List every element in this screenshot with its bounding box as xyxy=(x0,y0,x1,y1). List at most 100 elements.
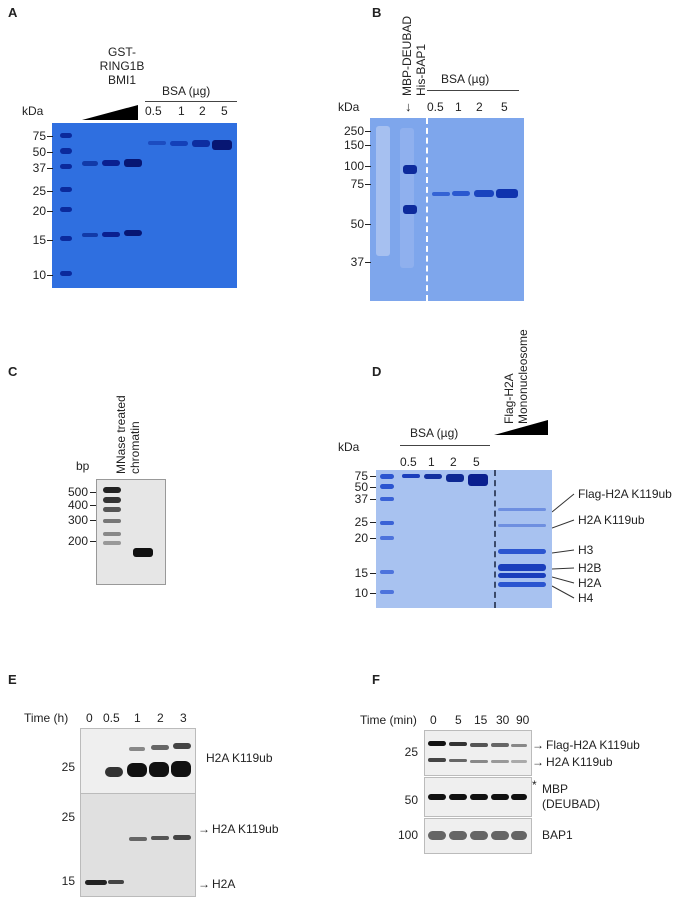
d-bsa-0: 0.5 xyxy=(400,455,417,469)
f-blot-1 xyxy=(424,730,532,776)
e-time-2: 1 xyxy=(134,711,141,725)
panel-letter-c: C xyxy=(8,364,18,379)
f-blot2-band-2: (DEUBAD) xyxy=(542,797,601,811)
a-unit: kDa xyxy=(22,104,44,118)
d-band-connector-lines xyxy=(552,493,575,599)
b-marker-250: 250 xyxy=(343,124,364,138)
e-top-band-label: H2A K119ub xyxy=(206,751,273,765)
d-lane-divider xyxy=(494,470,496,608)
b-sample-label-1: MBP-DEUBAD xyxy=(400,15,414,96)
a-bsa-header: BSA (µg) xyxy=(162,84,211,98)
f-blot3-band: BAP1 xyxy=(542,828,573,842)
f-blot3-marker-100: 100 xyxy=(397,828,418,842)
a-marker-20: 20 xyxy=(32,204,46,218)
d-marker-50: 50 xyxy=(354,480,368,494)
b-arrow-down-icon: ↓ xyxy=(405,99,412,114)
d-marker-15: 15 xyxy=(354,566,368,580)
d-band-label-3: H2B xyxy=(578,561,602,575)
d-bsa-underline xyxy=(400,445,490,446)
f-time-label: Time (min) xyxy=(360,713,417,727)
e-time-0: 0 xyxy=(86,711,93,725)
f-arrow-icon-2: → xyxy=(532,755,544,769)
c-marker-300: 300 xyxy=(67,513,88,527)
d-gradient-wedge xyxy=(494,420,548,435)
f-asterisk-icon: * xyxy=(532,778,537,792)
a-marker-37: 37 xyxy=(32,161,46,175)
b-marker-100: 100 xyxy=(343,159,364,173)
b-unit: kDa xyxy=(338,100,360,114)
e-time-4: 3 xyxy=(180,711,187,725)
panel-letter-e: E xyxy=(8,672,17,687)
d-band-label-1: H2A K119ub xyxy=(578,513,645,527)
c-marker-200: 200 xyxy=(67,534,88,548)
d-band-label-4: H2A xyxy=(578,576,602,590)
d-bsa-1: 1 xyxy=(428,455,435,469)
a-bsa-2: 2 xyxy=(199,104,206,118)
e-time-3: 2 xyxy=(157,711,164,725)
d-band-label-5: H4 xyxy=(578,591,594,605)
a-gradient-wedge xyxy=(82,105,138,120)
b-lane-divider xyxy=(426,118,428,301)
e-bottom-blot xyxy=(80,793,196,897)
b-bsa-1: 1 xyxy=(455,100,462,114)
panel-letter-b: B xyxy=(372,5,382,20)
d-bsa-header: BSA (µg) xyxy=(410,426,459,440)
b-marker-50: 50 xyxy=(350,217,364,231)
a-marker-50: 50 xyxy=(32,145,46,159)
a-sample-label-1: GST- xyxy=(107,45,136,59)
a-gel xyxy=(52,123,237,288)
f-blot2-band-1: MBP xyxy=(542,782,569,796)
d-bsa-3: 5 xyxy=(473,455,480,469)
b-bsa-2: 2 xyxy=(476,100,483,114)
f-blot1-band-0: Flag-H2A K119ub xyxy=(546,738,640,752)
c-sample-label-2: chromatin xyxy=(128,421,142,474)
d-band-label-2: H3 xyxy=(578,543,594,557)
f-blot2-marker-50: 50 xyxy=(404,793,418,807)
a-bsa-0: 0.5 xyxy=(145,104,162,118)
c-marker-400: 400 xyxy=(67,498,88,512)
e-arrow-icon-1: → xyxy=(198,822,210,836)
a-sample-label-2: RING1B xyxy=(99,59,145,73)
a-marker-75: 75 xyxy=(32,129,46,143)
e-top-blot xyxy=(80,728,196,794)
f-blot-3 xyxy=(424,818,532,854)
d-sample-label-1: Flag-H2A xyxy=(502,373,516,424)
f-blot1-band-1: H2A K119ub xyxy=(546,755,613,769)
d-sample-label-2: Mononucleosome xyxy=(516,329,530,424)
e-time-1: 0.5 xyxy=(103,711,120,725)
b-gel xyxy=(370,118,524,301)
b-marker-37: 37 xyxy=(350,255,364,269)
f-arrow-icon-1: → xyxy=(532,738,544,752)
a-bsa-3: 5 xyxy=(221,104,228,118)
e-arrow-icon-2: → xyxy=(198,877,210,891)
a-marker-15: 15 xyxy=(32,233,46,247)
b-bsa-3: 5 xyxy=(501,100,508,114)
f-time-4: 90 xyxy=(516,713,530,727)
b-bsa-0: 0.5 xyxy=(427,100,444,114)
a-sample-label-3: BMI1 xyxy=(107,73,136,87)
b-marker-150: 150 xyxy=(343,138,364,152)
a-bsa-underline xyxy=(145,101,237,102)
f-time-1: 5 xyxy=(455,713,462,727)
c-sample-label-1: MNase treated xyxy=(114,395,128,474)
d-gel xyxy=(376,470,552,608)
a-marker-10: 10 xyxy=(32,268,46,282)
f-blot-2 xyxy=(424,777,532,817)
panel-letter-f: F xyxy=(372,672,380,687)
e-top-marker-25: 25 xyxy=(61,760,75,774)
c-gel xyxy=(96,479,166,585)
d-band-label-0: Flag-H2A K119ub xyxy=(578,487,672,501)
d-bsa-2: 2 xyxy=(450,455,457,469)
a-marker-25: 25 xyxy=(32,184,46,198)
e-bottom-band-label-1: H2A xyxy=(212,877,236,891)
c-marker-500: 500 xyxy=(67,485,88,499)
f-time-0: 0 xyxy=(430,713,437,727)
panel-letter-d: D xyxy=(372,364,382,379)
f-blot1-marker-25: 25 xyxy=(404,745,418,759)
d-marker-37: 37 xyxy=(354,492,368,506)
e-bottom-band-label-0: H2A K119ub xyxy=(212,822,279,836)
f-time-3: 30 xyxy=(496,713,510,727)
b-bsa-header: BSA (µg) xyxy=(441,72,490,86)
b-marker-75: 75 xyxy=(350,177,364,191)
d-unit: kDa xyxy=(338,440,360,454)
